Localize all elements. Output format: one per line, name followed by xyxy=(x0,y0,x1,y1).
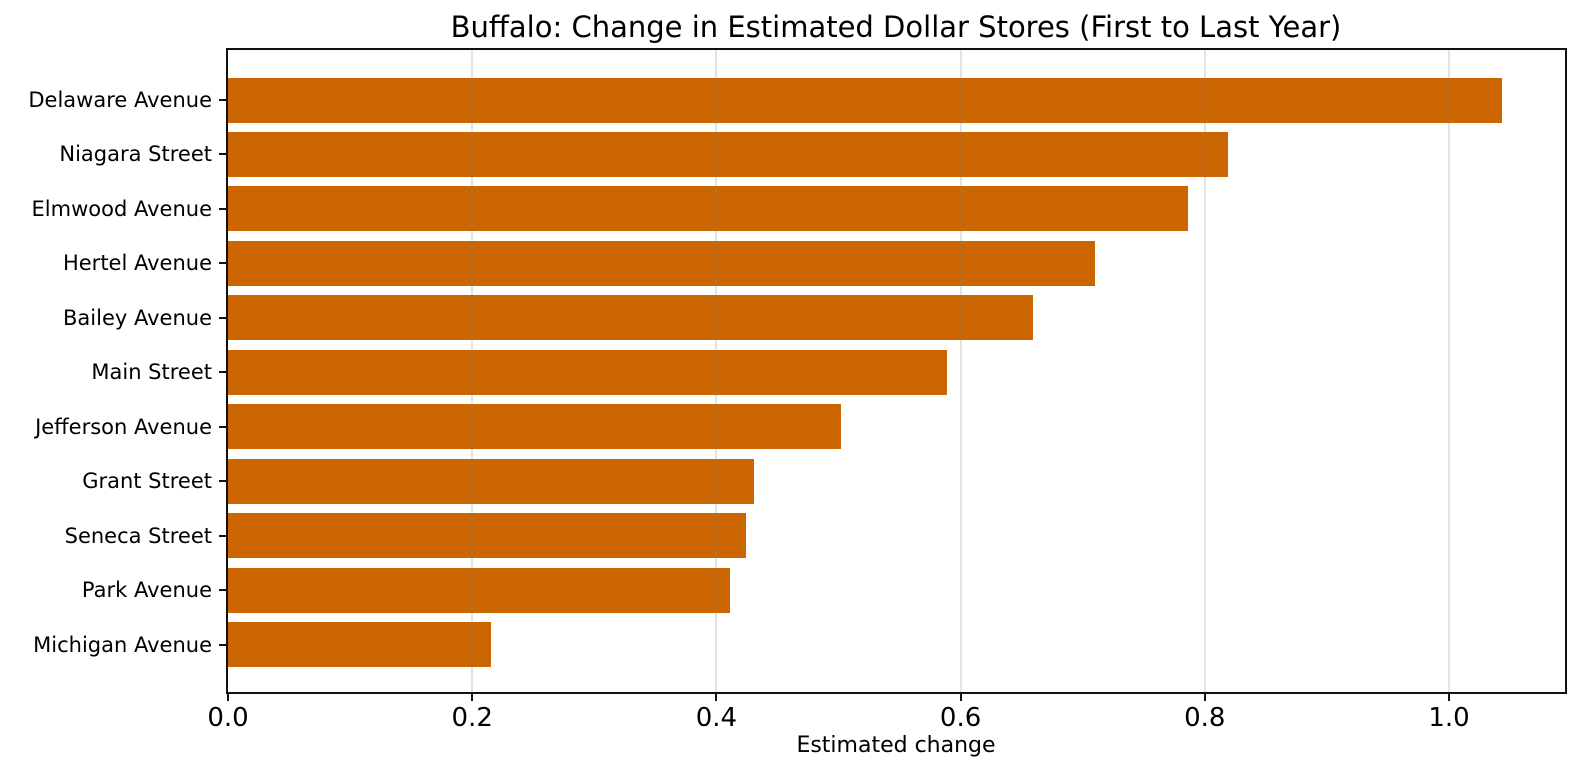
x-tick-label-0.4: 0.4 xyxy=(695,703,738,733)
bar-seneca-street xyxy=(228,513,746,559)
y-tick-label-grant-street: Grant Street xyxy=(82,469,212,494)
gridline-x-0.4 xyxy=(715,50,718,692)
y-tick-label-elmwood-avenue: Elmwood Avenue xyxy=(31,196,212,221)
y-tick-main-street xyxy=(219,371,226,374)
bar-delaware-avenue xyxy=(228,77,1502,123)
bar-bailey-avenue xyxy=(228,295,1033,341)
x-tick-0.6 xyxy=(959,694,962,701)
y-tick-michigan-avenue xyxy=(219,643,226,646)
y-tick-seneca-street xyxy=(219,534,226,537)
y-tick-label-bailey-avenue: Bailey Avenue xyxy=(63,305,212,330)
bar-niagara-street xyxy=(228,131,1228,177)
x-tick-0.2 xyxy=(471,694,474,701)
gridline-x-1 xyxy=(1448,50,1450,692)
gridline-x-0.2 xyxy=(471,50,474,692)
y-tick-bailey-avenue xyxy=(219,316,226,319)
bar-michigan-avenue xyxy=(228,622,491,667)
y-tick-delaware-avenue xyxy=(219,99,226,101)
bar-jefferson-avenue xyxy=(228,404,841,450)
y-tick-label-michigan-avenue: Michigan Avenue xyxy=(33,632,212,657)
y-tick-elmwood-avenue xyxy=(219,207,226,210)
y-tick-label-hertel-avenue: Hertel Avenue xyxy=(62,251,212,276)
y-tick-label-seneca-street: Seneca Street xyxy=(64,523,212,548)
y-tick-label-niagara-street: Niagara Street xyxy=(59,142,212,167)
bar-grant-street xyxy=(228,458,755,504)
x-tick-1.0 xyxy=(1448,694,1450,701)
y-tick-label-delaware-avenue: Delaware Avenue xyxy=(28,88,212,112)
y-tick-jefferson-avenue xyxy=(219,425,226,428)
x-tick-label-0.8: 0.8 xyxy=(1184,703,1226,733)
y-tick-hertel-avenue xyxy=(219,262,226,265)
x-tick-0.0 xyxy=(227,694,229,701)
y-tick-label-jefferson-avenue: Jefferson Avenue xyxy=(35,414,212,439)
bar-hertel-avenue xyxy=(228,240,1095,286)
bar-elmwood-avenue xyxy=(228,186,1188,232)
x-tick-label-0.2: 0.2 xyxy=(451,703,493,733)
bar-main-street xyxy=(228,349,948,395)
x-axis-label: Estimated change xyxy=(796,733,996,758)
y-tick-niagara-street xyxy=(219,153,226,156)
chart-title: Buffalo: Change in Estimated Dollar Stor… xyxy=(450,10,1342,44)
x-tick-label-0.6: 0.6 xyxy=(939,703,982,733)
gridline-x-0.6 xyxy=(959,50,962,692)
bar-park-avenue xyxy=(228,567,730,613)
x-tick-label-0.0: 0.0 xyxy=(207,703,249,733)
y-tick-label-park-avenue: Park Avenue xyxy=(81,578,212,603)
y-tick-label-main-street: Main Street xyxy=(91,360,212,385)
x-tick-0.8 xyxy=(1203,694,1206,701)
x-tick-0.4 xyxy=(715,694,718,701)
y-tick-park-avenue xyxy=(219,589,226,592)
x-tick-label-1.0: 1.0 xyxy=(1428,703,1470,733)
plot-area xyxy=(226,48,1567,694)
gridline-x-0.8 xyxy=(1203,50,1206,692)
y-tick-grant-street xyxy=(219,480,226,483)
